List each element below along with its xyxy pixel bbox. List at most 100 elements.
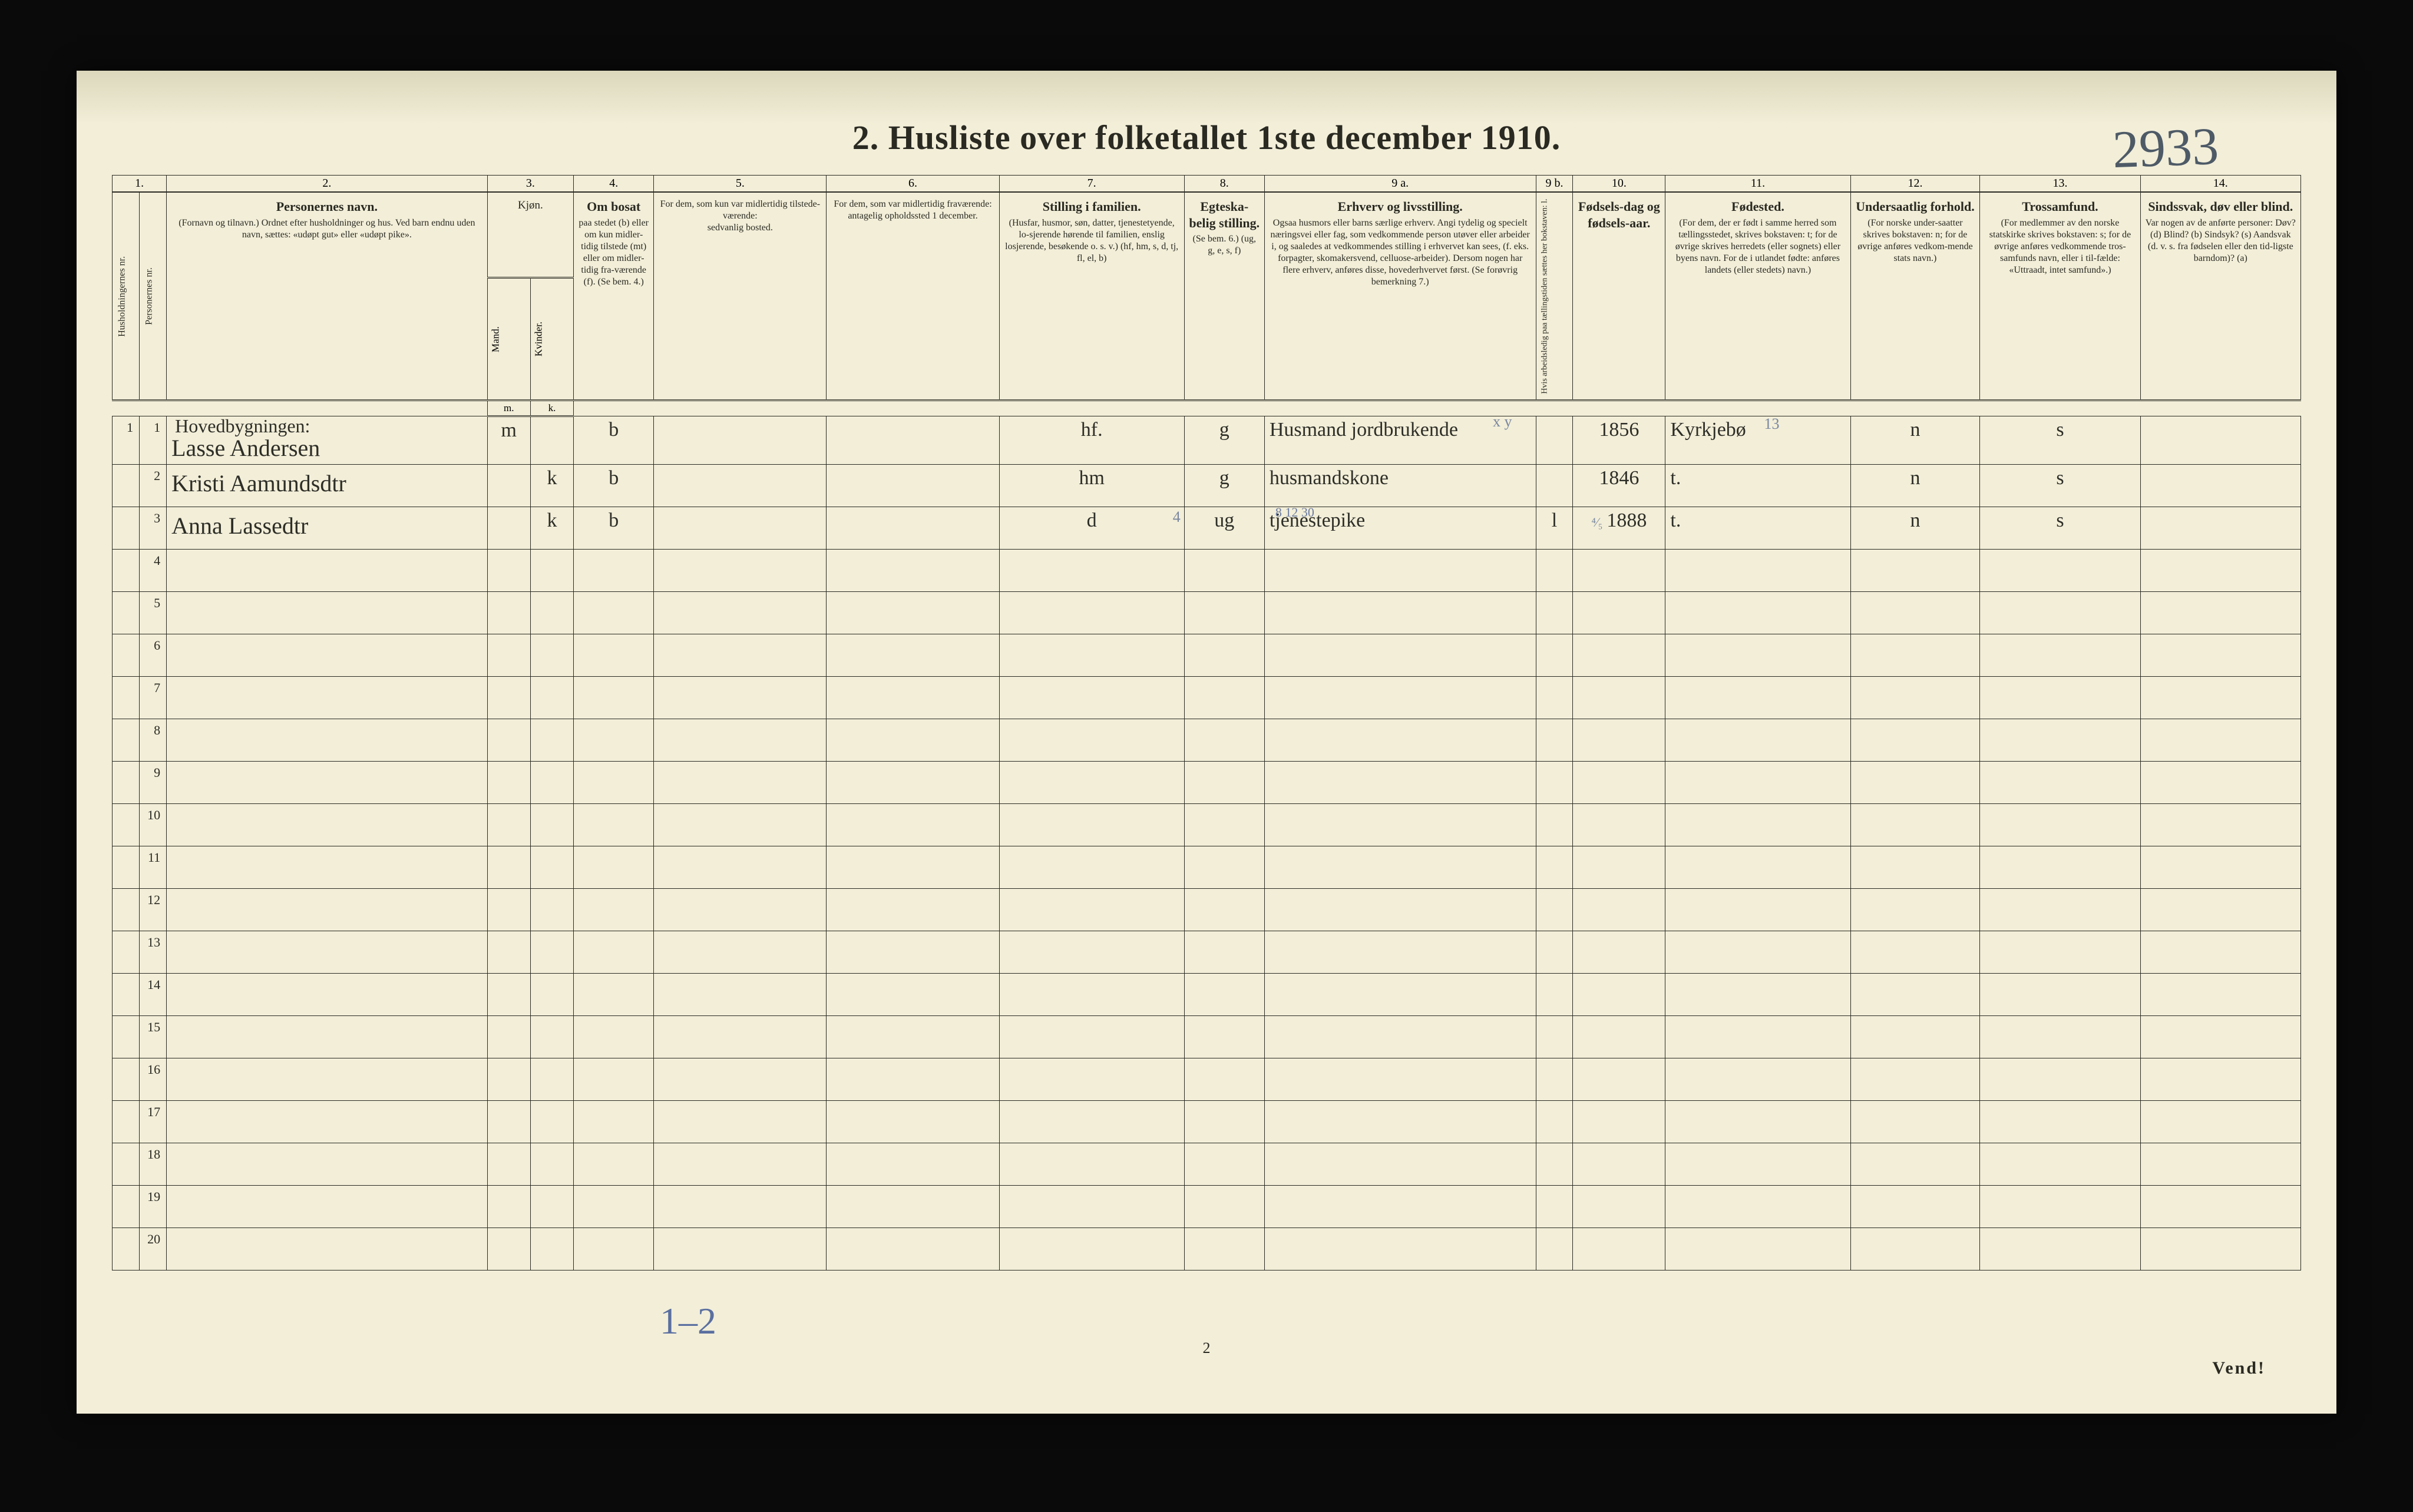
- cell-fravar: [827, 416, 999, 465]
- cell-empty: [487, 719, 530, 762]
- cell-empty: [1980, 1101, 2140, 1143]
- cell-empty: [530, 804, 573, 846]
- table-row-empty: 15: [113, 1016, 2301, 1058]
- cell-egte: g: [1184, 416, 1264, 465]
- cell-person-nr: 2: [140, 465, 167, 507]
- cell-person-nr: 1: [140, 416, 167, 465]
- cell-tilstede: [654, 416, 827, 465]
- cell-fodselsdag: 1856: [1573, 416, 1665, 465]
- column-number-row: 1. 2. 3. 4. 5. 6. 7. 8. 9 a. 9 b. 10. 11…: [113, 176, 2301, 193]
- cell-empty: [167, 889, 487, 931]
- cell-empty: [1573, 974, 1665, 1016]
- cell-empty: [1980, 1016, 2140, 1058]
- cell-empty: [1536, 719, 1573, 762]
- cell-empty: [1665, 1186, 1850, 1228]
- cell-empty: [1665, 634, 1850, 677]
- cell-empty: [487, 889, 530, 931]
- hdr-bosat: Om bosat paa stedet (b) eller om kun mid…: [574, 192, 654, 401]
- cell-empty: [1573, 550, 1665, 592]
- cell-husholdning: [113, 465, 140, 507]
- table-row-empty: 12: [113, 889, 2301, 931]
- cell-husholdning: [113, 592, 140, 634]
- cell-empty: [1850, 1228, 1980, 1271]
- cell-empty: [654, 1186, 827, 1228]
- cell-empty: [999, 931, 1184, 974]
- cell-empty: [2140, 931, 2300, 974]
- cell-empty: [167, 1228, 487, 1271]
- cell-empty: [1850, 719, 1980, 762]
- hdr-disab-sub: Var nogen av de anførte personer: Døv? (…: [2144, 217, 2297, 264]
- cell-person-nr: 11: [140, 846, 167, 889]
- cell-empty: [1264, 762, 1536, 804]
- cell-empty: [827, 1228, 999, 1271]
- cell-empty: [1184, 634, 1264, 677]
- person-name: Kristi Aamundsdtr: [171, 472, 346, 495]
- mk-row: m. k.: [113, 401, 2301, 416]
- cell-empty: [1184, 1101, 1264, 1143]
- cell-empty: [1536, 974, 1573, 1016]
- cell-empty: [1536, 592, 1573, 634]
- cell-fodested: Kyrkjebø13: [1665, 416, 1850, 465]
- cell-empty: [2140, 1058, 2300, 1101]
- cell-empty: [1536, 634, 1573, 677]
- cell-empty: [1184, 1058, 1264, 1101]
- cell-husholdning: [113, 1143, 140, 1186]
- cell-empty: [654, 974, 827, 1016]
- cell-nation: n: [1850, 465, 1980, 507]
- hdr-stilling: Stilling i familien. (Husfar, husmor, sø…: [999, 192, 1184, 401]
- cell-egte: ug: [1184, 507, 1264, 550]
- cell-empty: [487, 1016, 530, 1058]
- cell-person-nr: 18: [140, 1143, 167, 1186]
- cell-empty: [2140, 592, 2300, 634]
- table-header: 1. 2. 3. 4. 5. 6. 7. 8. 9 a. 9 b. 10. 11…: [113, 176, 2301, 416]
- cell-bosat: b: [574, 416, 654, 465]
- cell-empty: [1264, 974, 1536, 1016]
- cell-empty: [1980, 1228, 2140, 1271]
- cell-empty: [574, 804, 654, 846]
- cell-empty: [167, 1101, 487, 1143]
- cell-empty: [574, 889, 654, 931]
- cell-disab: [2140, 507, 2300, 550]
- hdr-personnr: Personernes nr.: [140, 192, 167, 401]
- cell-empty: [2140, 634, 2300, 677]
- cell-empty: [1980, 804, 2140, 846]
- hdr-erverv: Erhverv og livsstilling. Ogsaa husmors e…: [1264, 192, 1536, 401]
- cell-empty: [1536, 846, 1573, 889]
- cell-person-nr: 16: [140, 1058, 167, 1101]
- cell-famstilling: d4: [999, 507, 1184, 550]
- table-row-empty: 11: [113, 846, 2301, 889]
- hdr-kjon: Kjøn.: [487, 192, 574, 278]
- table-row-empty: 14: [113, 974, 2301, 1016]
- cell-empty: [654, 592, 827, 634]
- table-row-empty: 19: [113, 1186, 2301, 1228]
- hdr-kjon-k: Kvinder.: [530, 278, 573, 401]
- cell-empty: [1665, 1101, 1850, 1143]
- cell-empty: [1850, 974, 1980, 1016]
- cell-empty: [530, 1101, 573, 1143]
- cell-empty: [574, 1186, 654, 1228]
- colnum: 10.: [1573, 176, 1665, 193]
- hdr-navn-title: Personernes navn.: [170, 198, 483, 215]
- cell-husholdning: [113, 974, 140, 1016]
- cell-empty: [167, 974, 487, 1016]
- cell-empty: [827, 1016, 999, 1058]
- cell-empty: [167, 1016, 487, 1058]
- cell-empty: [574, 762, 654, 804]
- cell-husholdning: [113, 931, 140, 974]
- cell-empty: [1665, 1016, 1850, 1058]
- cell-empty: [167, 550, 487, 592]
- cell-fravar: [827, 507, 999, 550]
- cell-empty: [654, 1143, 827, 1186]
- cell-empty: [1665, 889, 1850, 931]
- cell-empty: [1184, 762, 1264, 804]
- cell-empty: [574, 846, 654, 889]
- cell-empty: [1536, 1186, 1573, 1228]
- cell-empty: [999, 550, 1184, 592]
- cell-empty: [1573, 804, 1665, 846]
- cell-sex-m: [487, 507, 530, 550]
- cell-empty: [530, 846, 573, 889]
- person-name: Lasse Andersen: [171, 436, 320, 460]
- cell-empty: [167, 846, 487, 889]
- cell-empty: [1264, 719, 1536, 762]
- cell-empty: [1980, 931, 2140, 974]
